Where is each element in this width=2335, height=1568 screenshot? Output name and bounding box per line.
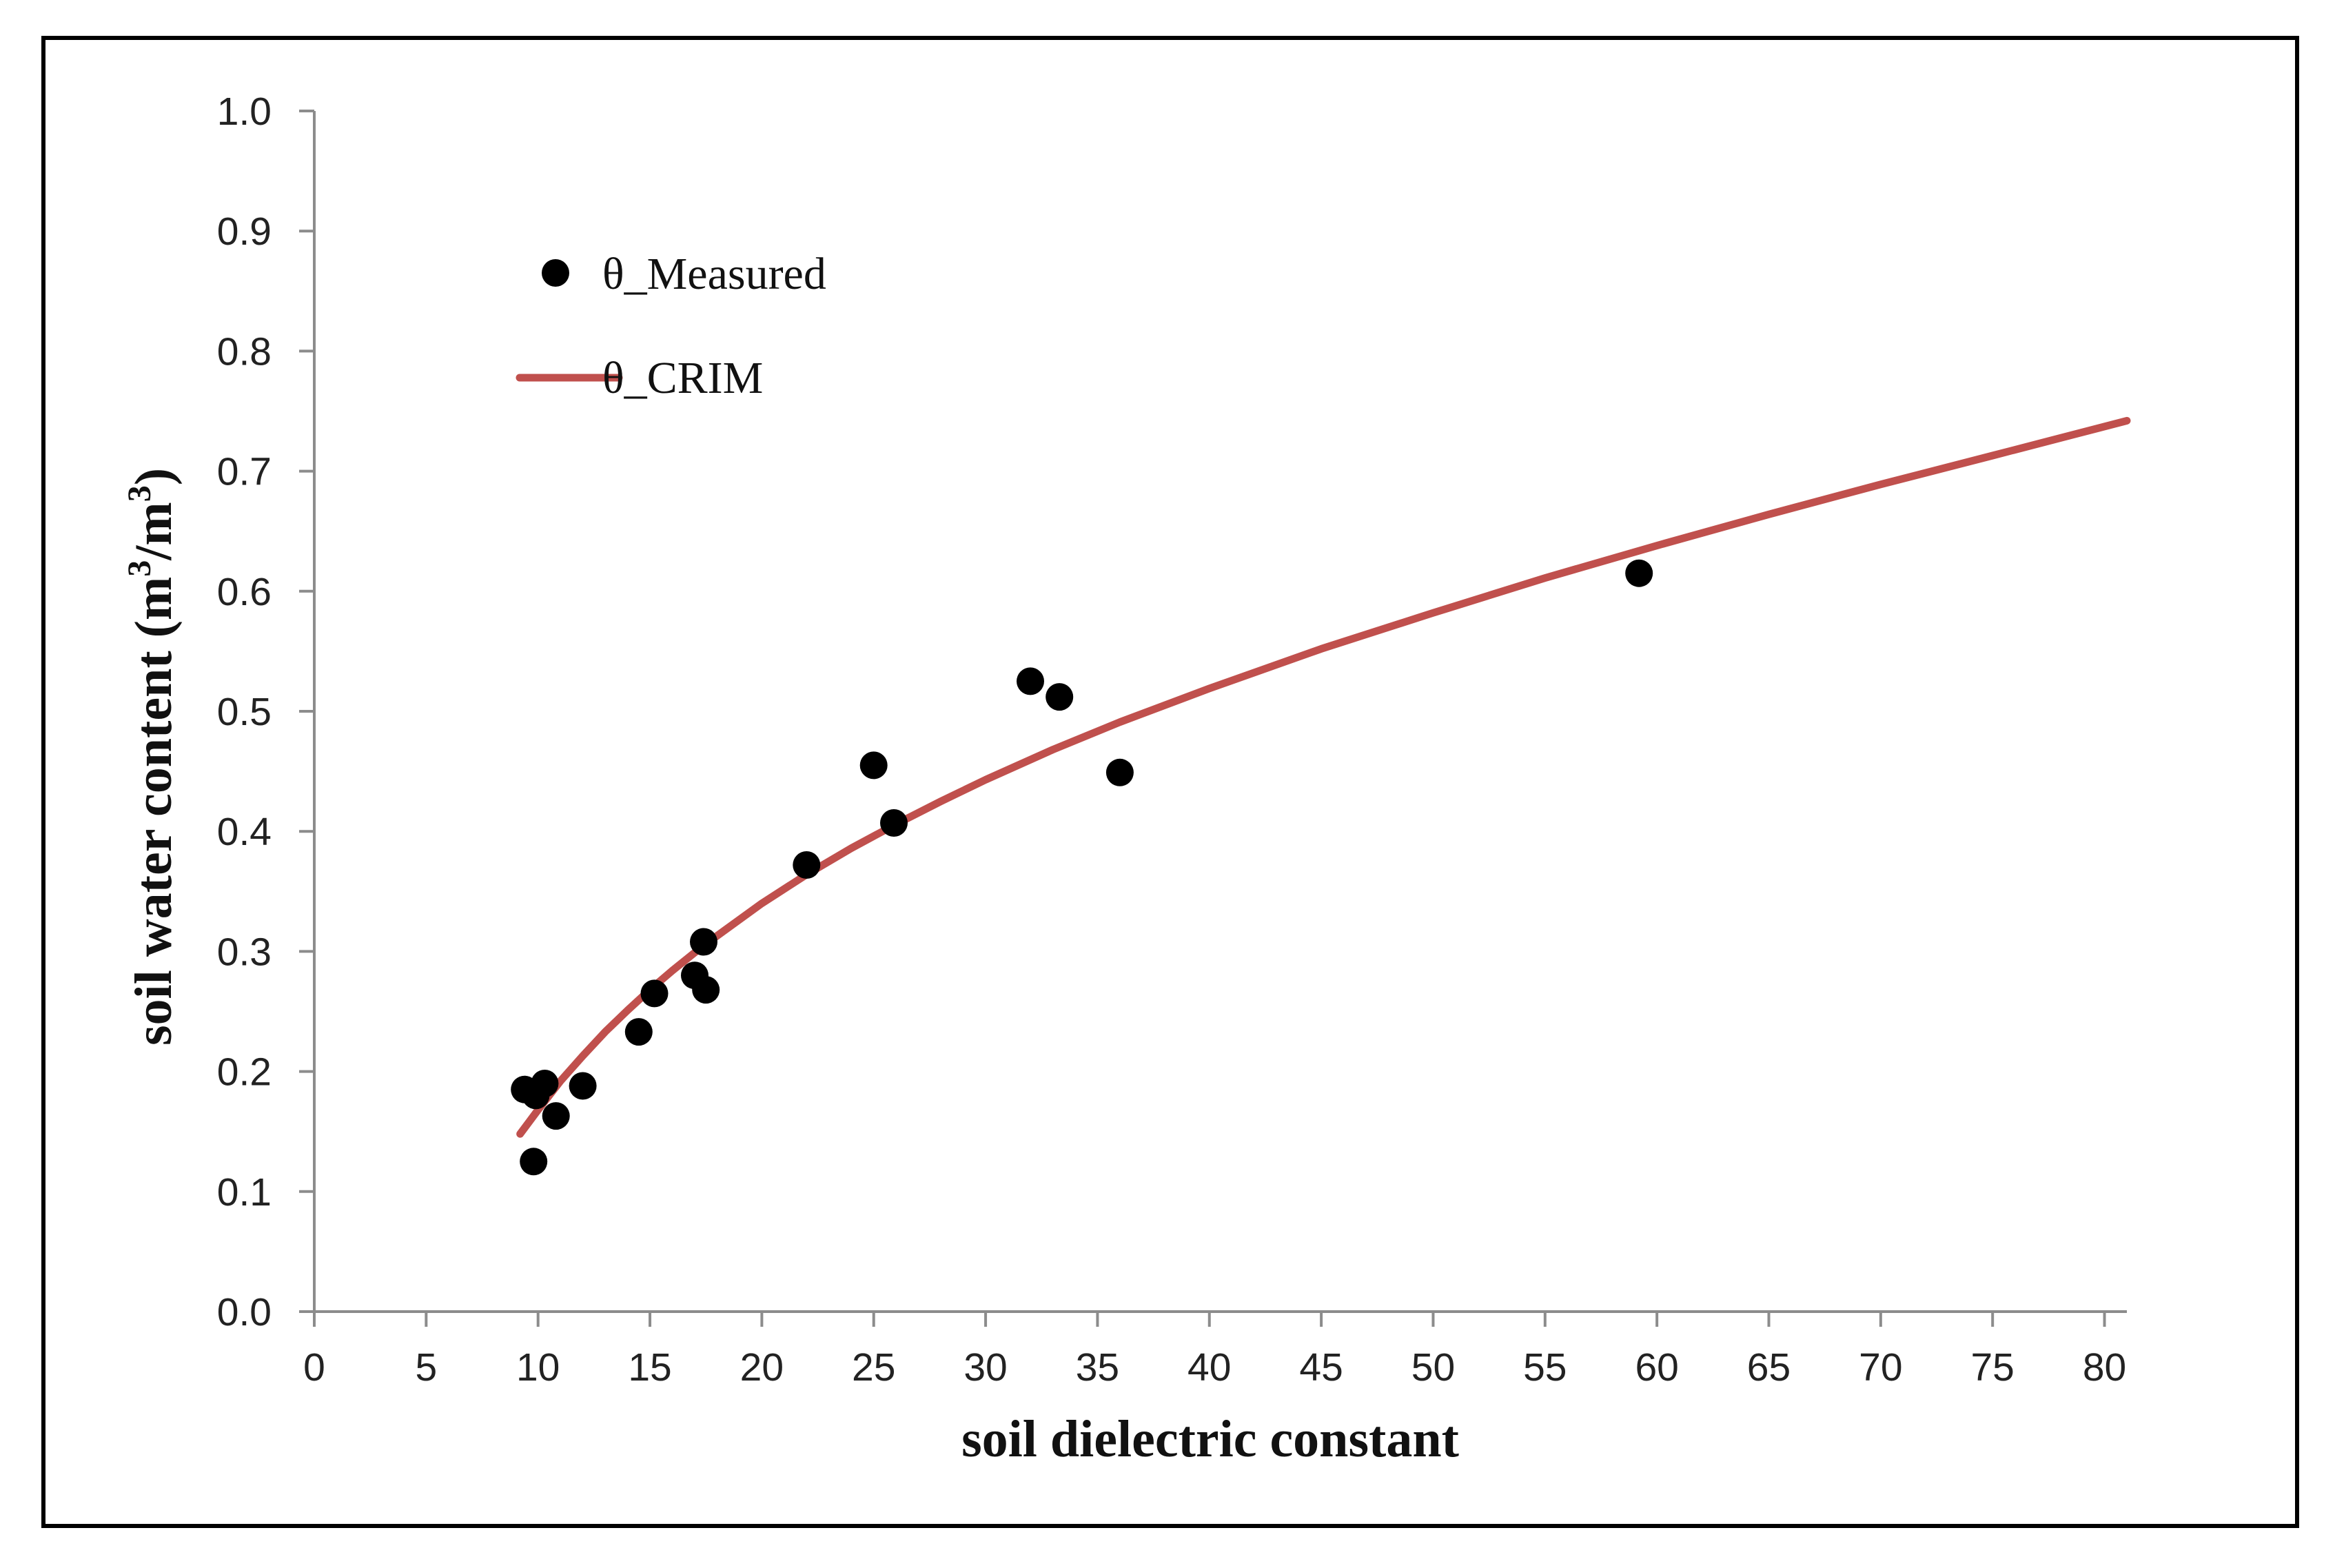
x-tick-label: 35	[1076, 1345, 1119, 1389]
y-tick-label: 0.0	[217, 1290, 272, 1334]
measured-point	[640, 979, 669, 1008]
measured-point	[1046, 683, 1074, 711]
crim-curve-line	[516, 416, 2131, 1138]
x-tick-label: 60	[1635, 1345, 1678, 1389]
y-axis-title-main: soil water content (m	[125, 577, 183, 1046]
measured-point	[692, 976, 720, 1004]
x-tick-label: 65	[1747, 1345, 1791, 1389]
legend-label-measured: θ_Measured	[602, 249, 826, 299]
x-tick-label: 75	[1970, 1345, 2014, 1389]
y-tick-label: 0.1	[217, 1170, 272, 1214]
x-tick-label: 0	[303, 1345, 325, 1389]
measured-point	[531, 1070, 559, 1097]
y-tick-label: 0.4	[217, 810, 272, 854]
measured-point	[690, 928, 717, 956]
y-tick-label: 0.8	[217, 329, 272, 374]
x-tick-label: 80	[2083, 1345, 2126, 1389]
x-tick-label: 30	[963, 1345, 1007, 1389]
legend: θ_Measured θ_CRIM	[516, 249, 826, 403]
y-tick-label: 1.0	[217, 90, 272, 134]
measured-point	[1017, 667, 1044, 695]
measured-point	[1625, 559, 1653, 587]
measured-point	[1105, 758, 1134, 786]
y-tick-label: 0.9	[217, 210, 272, 254]
x-tick-label: 15	[628, 1345, 671, 1389]
measured-point	[520, 1148, 548, 1176]
measured-point	[624, 1018, 653, 1046]
x-tick-label: 5	[415, 1345, 437, 1389]
series-layer	[511, 416, 2131, 1176]
y-axis-title-end: )	[125, 468, 183, 485]
y-ticks: 0.0 0.1 0.2 0.3 0.4 0.5 0.6 0.7 0.8 0.9 1.0	[217, 90, 314, 1334]
legend-marker-measured	[542, 259, 569, 287]
x-tick-label: 40	[1187, 1345, 1231, 1389]
x-tick-label: 50	[1411, 1345, 1455, 1389]
x-ticks: 0 5 10 15 20 25 30 35 40 45 50 55 60 65 70 75 80	[303, 1312, 2126, 1389]
y-axis-title-sup1: 3	[121, 560, 158, 577]
legend-label-crim: θ_CRIM	[602, 353, 763, 403]
axes	[313, 111, 2127, 1313]
measured-point	[880, 809, 908, 837]
measured-point	[569, 1072, 597, 1100]
y-tick-label: 0.6	[217, 570, 272, 614]
measured-point	[542, 1102, 570, 1130]
y-axis-title-mid: /m	[125, 502, 183, 560]
y-tick-label: 0.3	[217, 930, 272, 974]
chart-svg: 0 5 10 15 20 25 30 35 40 45 50 55 60 65 70 75 80 0.00.10…	[121, 90, 2131, 1468]
y-axis-title: soil water content (m3/m3)	[121, 468, 183, 1046]
x-tick-label: 20	[740, 1345, 784, 1389]
x-tick-label: 70	[1859, 1345, 1902, 1389]
y-tick-label: 0.7	[217, 450, 272, 494]
x-tick-label: 45	[1299, 1345, 1343, 1389]
x-tick-label: 25	[852, 1345, 895, 1389]
x-tick-label: 10	[516, 1345, 560, 1389]
measured-point	[859, 751, 888, 780]
measured-point	[793, 851, 821, 879]
chart-frame: 0 5 10 15 20 25 30 35 40 45 50 55 60 65 70 75 80 0.0 0.1 0…	[41, 36, 2299, 1528]
y-tick-label: 0.2	[217, 1050, 272, 1094]
x-axis-title: soil dielectric constant	[961, 1410, 1459, 1468]
y-axis-title-sup2: 3	[121, 485, 158, 502]
y-tick-label: 0.5	[217, 690, 272, 734]
x-tick-label: 55	[1523, 1345, 1567, 1389]
